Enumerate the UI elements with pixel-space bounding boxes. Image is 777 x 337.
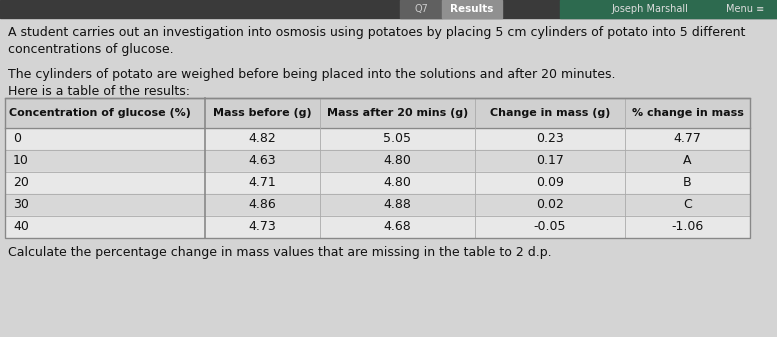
Text: Q7: Q7	[414, 4, 428, 14]
Text: 4.63: 4.63	[249, 154, 277, 167]
Text: Mass after 20 mins (g): Mass after 20 mins (g)	[327, 108, 468, 118]
Text: 4.86: 4.86	[249, 198, 277, 212]
Text: 10: 10	[13, 154, 29, 167]
Text: % change in mass: % change in mass	[632, 108, 744, 118]
Text: 0.23: 0.23	[536, 132, 564, 146]
Bar	[5, 172, 750, 194]
Text: 5.05: 5.05	[384, 132, 412, 146]
Text: Calculate the percentage change in mass values that are missing in the table to : Calculate the percentage change in mass …	[8, 246, 552, 259]
Bar	[560, 0, 777, 18]
Bar	[5, 150, 750, 172]
Text: 40: 40	[13, 220, 29, 234]
Text: Results: Results	[451, 4, 493, 14]
Text: 4.88: 4.88	[384, 198, 412, 212]
Bar	[5, 98, 750, 238]
Text: 4.82: 4.82	[249, 132, 277, 146]
Text: Joseph Marshall: Joseph Marshall	[611, 4, 688, 14]
Text: 0.17: 0.17	[536, 154, 564, 167]
Text: The cylinders of potato are weighed before being placed into the solutions and a: The cylinders of potato are weighed befo…	[8, 68, 615, 98]
Bar	[5, 194, 750, 216]
Bar	[0, 0, 777, 18]
Text: -0.05: -0.05	[534, 220, 566, 234]
Bar	[5, 98, 750, 128]
Text: 20: 20	[13, 177, 29, 189]
Text: Concentration of glucose (%): Concentration of glucose (%)	[9, 108, 191, 118]
Bar	[5, 128, 750, 150]
Text: A student carries out an investigation into osmosis using potatoes by placing 5 : A student carries out an investigation i…	[8, 26, 745, 56]
Text: A: A	[683, 154, 692, 167]
Text: Menu ≡: Menu ≡	[726, 4, 764, 14]
Text: Mass before (g): Mass before (g)	[213, 108, 312, 118]
Text: 4.80: 4.80	[384, 177, 412, 189]
Text: 4.77: 4.77	[674, 132, 702, 146]
Text: 0: 0	[13, 132, 21, 146]
Text: 4.68: 4.68	[384, 220, 411, 234]
Text: C: C	[683, 198, 692, 212]
Bar	[442, 0, 502, 18]
Text: 4.73: 4.73	[249, 220, 277, 234]
Text: -1.06: -1.06	[671, 220, 704, 234]
Text: 0.02: 0.02	[536, 198, 564, 212]
Text: 4.80: 4.80	[384, 154, 412, 167]
Text: 4.71: 4.71	[249, 177, 277, 189]
Text: 0.09: 0.09	[536, 177, 564, 189]
Text: 30: 30	[13, 198, 29, 212]
Bar	[400, 0, 442, 18]
Bar	[5, 216, 750, 238]
Text: Change in mass (g): Change in mass (g)	[490, 108, 610, 118]
Text: B: B	[683, 177, 692, 189]
